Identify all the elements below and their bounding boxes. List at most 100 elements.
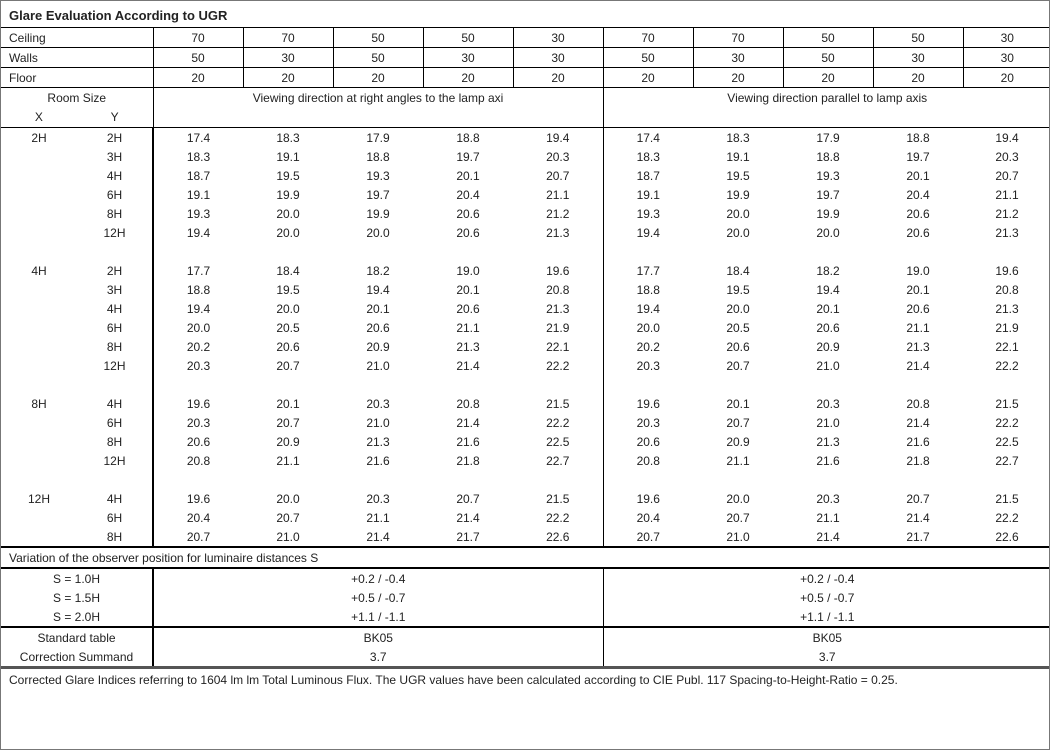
ugr-value-parallel: 18.3 [726,130,750,145]
ugr-value-right-angles: 22.5 [546,434,570,449]
x-label: X [34,110,43,124]
ugr-value-parallel: 20.7 [995,168,1019,183]
ugr-value-parallel: 21.9 [995,320,1019,335]
room-x [1,280,77,299]
ugr-value-parallel: 21.1 [726,453,750,468]
ugr-value-parallel: 21.0 [816,358,840,373]
ugr-value-parallel: 21.4 [906,415,930,430]
reflectance-value: 20 [332,67,424,88]
ugr-value-parallel: 20.1 [906,168,930,183]
ugr-value-right-angles: 21.3 [456,339,480,354]
ugr-value-right-angles: 20.0 [276,301,300,316]
reflectance-value: 20 [872,67,964,88]
ugr-value-right-angles: 22.2 [546,510,570,525]
table-row: 4H 2H 17.7 18.4 18.2 19.0 19.6 17.7 18.4 18.2 19.0… [1,261,1049,280]
ugr-value-right-angles: 18.3 [276,130,300,145]
reflectance-value: 30 [692,47,784,68]
room-y: 8H [106,434,123,449]
table-row: 8H 20.2 20.6 20.9 21.3 22.1 20.2 20.6 20.9 21.3 22… [1,337,1049,356]
reflectance-value: 30 [512,47,604,68]
ugr-value-right-angles: 21.1 [366,510,390,525]
reflectance-value: 70 [152,28,244,48]
ugr-value-parallel: 20.3 [995,149,1019,164]
variation-right-angles: +0.2 / -0.4 [152,567,603,588]
reflectance-value: 20 [782,67,874,88]
standard-row: Standard table BK05 BK05 [1,627,1049,647]
ugr-value-right-angles: 22.6 [546,529,570,544]
table-row: 8H 20.7 21.0 21.4 21.7 22.6 20.7 21.0 21.4 21.7 22… [1,527,1049,547]
blank [602,375,1049,394]
ugr-value-parallel: 20.0 [726,301,750,316]
reflectance-value: 50 [152,47,244,68]
ugr-value-parallel: 17.9 [816,130,840,145]
blank-row [1,242,1049,261]
variation-row: S = 2.0H +1.1 / -1.1 +1.1 / -1.1 [1,607,1049,627]
reflectance-label: Ceiling [1,28,154,48]
room-y: 12H [103,225,126,240]
reflectance-value: 30 [872,47,964,68]
table-row: 8H 20.6 20.9 21.3 21.6 22.5 20.6 20.9 21.3 21.6 22… [1,432,1049,451]
room-y: 8H [106,529,123,544]
ugr-value-right-angles: 20.0 [276,206,300,221]
ugr-value-parallel: 19.6 [602,394,693,413]
ugr-value-parallel: 20.6 [906,301,930,316]
ugr-value-parallel: 17.4 [602,127,693,147]
ugr-value-right-angles: 19.5 [276,168,300,183]
ugr-value-right-angles: 20.8 [546,282,570,297]
ugr-value-parallel: 19.0 [906,263,930,278]
ugr-value-parallel: 19.9 [816,206,840,221]
ugr-value-parallel: 18.3 [602,147,693,166]
ugr-value-right-angles: 19.7 [366,187,390,202]
ugr-value-parallel: 20.7 [906,491,930,506]
ugr-value-parallel: 17.7 [602,261,693,280]
ugr-value-right-angles: 21.5 [546,396,570,411]
blank [1,242,153,261]
ugr-value-parallel: 21.5 [995,491,1019,506]
reflectance-value: 50 [422,28,514,48]
ugr-value-right-angles: 20.1 [366,301,390,316]
ugr-value-parallel: 19.7 [816,187,840,202]
ugr-value-parallel: 19.4 [602,223,693,242]
variation-row: S = 1.5H +0.5 / -0.7 +0.5 / -0.7 [1,588,1049,607]
reflectance-value: 20 [962,67,1049,88]
table-row: 6H 19.1 19.9 19.7 20.4 21.1 19.1 19.9 19.7 20.4 21… [1,185,1049,204]
room-x: 4H [31,263,47,278]
ugr-value-parallel: 20.7 [726,510,750,525]
standard-right-angles: 3.7 [152,647,603,666]
ugr-value-parallel: 21.6 [906,434,930,449]
ugr-value-right-angles: 21.1 [546,187,570,202]
room-x [1,204,77,223]
ugr-value-right-angles: 22.2 [546,415,570,430]
ugr-value-right-angles: 20.7 [546,168,570,183]
room-y: 12H [103,453,126,468]
ugr-value-parallel: 20.4 [906,187,930,202]
ugr-value-right-angles: 22.1 [546,339,570,354]
room-y: 6H [106,320,123,335]
ugr-value-right-angles: 20.0 [366,225,390,240]
ugr-value-right-angles: 18.8 [152,280,243,299]
ugr-value-right-angles: 20.4 [456,187,480,202]
ugr-value-parallel: 21.1 [906,320,930,335]
room-x [1,356,77,375]
ugr-value-right-angles: 20.1 [456,168,480,183]
blank [602,242,1049,261]
ugr-value-right-angles: 21.6 [456,434,480,449]
ugr-value-parallel: 20.7 [726,415,750,430]
ugr-value-right-angles: 17.7 [152,261,243,280]
footer-note: Corrected Glare Indices referring to 160… [1,666,1049,732]
blank [152,470,603,489]
ugr-value-parallel: 21.2 [995,206,1019,221]
reflectance-value: 20 [602,67,694,88]
standard-parallel: BK05 [602,627,1049,647]
ugr-value-parallel: 19.3 [816,168,840,183]
ugr-value-parallel: 18.8 [906,130,930,145]
ugr-value-parallel: 19.5 [726,168,750,183]
room-x: 2H [31,130,47,145]
ugr-value-right-angles: 20.3 [152,413,243,432]
ugr-value-parallel: 20.4 [602,508,693,527]
ugr-value-parallel: 19.9 [726,187,750,202]
variation-label: S = 1.5H [52,590,101,605]
ugr-value-parallel: 22.6 [995,529,1019,544]
ugr-value-right-angles: 19.6 [546,263,570,278]
room-y: 3H [106,149,123,164]
